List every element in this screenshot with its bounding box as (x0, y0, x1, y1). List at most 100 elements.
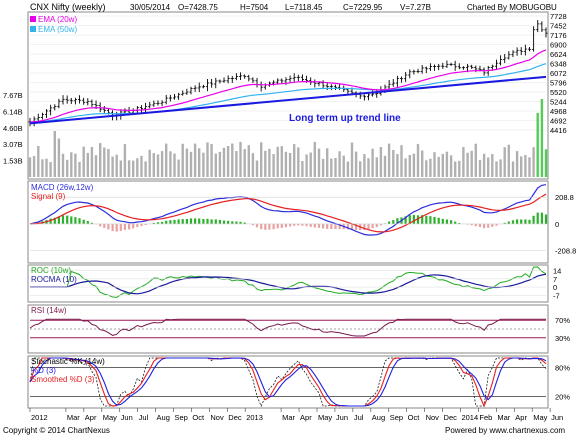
volume-bar (124, 144, 126, 177)
volume-bar (83, 147, 85, 177)
volume-bar (425, 160, 427, 177)
macd-histogram-bar (124, 224, 126, 230)
volume-bar (446, 152, 448, 177)
macd-histogram-bar (289, 224, 291, 227)
x-tick-label: Nov (426, 413, 440, 422)
macd-histogram-bar (107, 224, 109, 230)
x-tick-label: Mar (282, 413, 295, 422)
price-legend: EMA (20w) EMA (50w) (30, 15, 77, 34)
volume-bar (462, 147, 464, 177)
macd-histogram-bar (487, 224, 489, 228)
macd-histogram-bar (425, 216, 427, 224)
price-tick-label: 6348 (550, 60, 567, 69)
rsi-tick-label: 70% (555, 316, 570, 325)
macd-histogram-bar (330, 224, 332, 229)
macd-histogram-bar (103, 224, 105, 228)
macd-histogram-bar (537, 213, 539, 224)
macd-histogram-bar (223, 221, 225, 224)
volume-bar (268, 149, 270, 177)
volume-bar (491, 154, 493, 177)
macd-histogram-bar (372, 224, 374, 228)
volume-bar (471, 151, 473, 177)
volume-bar (520, 156, 522, 177)
macd-histogram-bar (198, 219, 200, 224)
macd-histogram-bar (264, 224, 266, 230)
macd-histogram-bar (306, 224, 308, 226)
volume-bar (545, 149, 547, 177)
legend-signal: Signal (9) (31, 192, 66, 201)
macd-histogram-bar (202, 219, 204, 224)
volume-bar (310, 153, 312, 178)
macd-histogram-bar (66, 216, 68, 224)
volume-bar (54, 131, 56, 177)
volume-bar (182, 144, 184, 177)
volume-bar (260, 142, 262, 177)
x-tick-label: 2013 (246, 413, 263, 422)
volume-bar (433, 152, 435, 177)
volume-bar (144, 161, 146, 177)
legend-roc: ROC (10w) (31, 266, 71, 275)
macd-histogram-bar (178, 219, 180, 224)
volume-bar (314, 142, 316, 177)
price-tick-label: 5244 (550, 98, 567, 107)
volume-bar (417, 144, 419, 177)
x-tick-label: Jul (139, 413, 149, 422)
volume-bar (305, 155, 307, 178)
x-tick-label: Aug (157, 413, 170, 422)
volume-bar (161, 151, 163, 177)
macd-histogram-bar (87, 221, 89, 224)
volume-bar (483, 154, 485, 177)
header-high: H=7504 (240, 3, 269, 12)
volume-bar (400, 145, 402, 177)
volume-bar (235, 151, 237, 177)
volume-bar (541, 99, 543, 177)
volume-bar (454, 162, 456, 178)
volume-bar (297, 147, 299, 177)
volume-bar (91, 147, 93, 177)
x-tick-label: Jun (551, 413, 563, 422)
volume-bar (66, 160, 68, 177)
x-tick-label: Dec (444, 413, 458, 422)
macd-histogram-bar (516, 219, 518, 224)
volume-bar (479, 160, 481, 177)
x-tick-label: May (318, 413, 332, 422)
volume-bar (504, 147, 506, 177)
volume-bar (404, 158, 406, 177)
volume-bar (239, 142, 241, 177)
x-tick-label: Jul (354, 413, 364, 422)
stochastic-panel-frame (28, 356, 548, 408)
footer-powered: Powered by www.chartnexus.com (445, 426, 565, 435)
macd-histogram-bar (450, 220, 452, 224)
macd-histogram-bar (70, 216, 72, 224)
trend-annotation: Long term up trend line (289, 113, 401, 124)
macd-histogram-bar (326, 224, 328, 229)
macd-histogram-bar (533, 216, 535, 224)
macd-histogram-bar (433, 217, 435, 224)
price-tick-label: 6072 (550, 69, 567, 78)
macd-histogram-bar (314, 224, 316, 228)
legend-swatch-ema50 (30, 26, 36, 32)
volume-bar (252, 153, 254, 177)
volume-bar (58, 139, 60, 178)
volume-bar (281, 146, 283, 177)
volume-bar (429, 159, 431, 177)
volume-bar (293, 144, 295, 177)
macd-histogram-bar (62, 215, 64, 224)
volume-bar (359, 161, 361, 177)
price-tick-label: 6900 (550, 41, 567, 50)
volume-bar (334, 158, 336, 177)
volume-bar (256, 161, 258, 178)
volume-bar (277, 147, 279, 177)
x-tick-label: Apr (85, 413, 97, 422)
macd-histogram-bar (508, 222, 510, 224)
volume-bar (495, 161, 497, 177)
volume-bar (169, 151, 171, 177)
macd-histogram-bar (211, 219, 213, 224)
legend-macd: MACD (26w,12w) (31, 183, 94, 192)
macd-histogram-bar (520, 220, 522, 224)
legend-stoch-d: %D (3) (31, 366, 56, 375)
x-tick-label: 2014 (461, 413, 478, 422)
volume-bar (264, 151, 266, 177)
volume-bar (231, 144, 233, 178)
